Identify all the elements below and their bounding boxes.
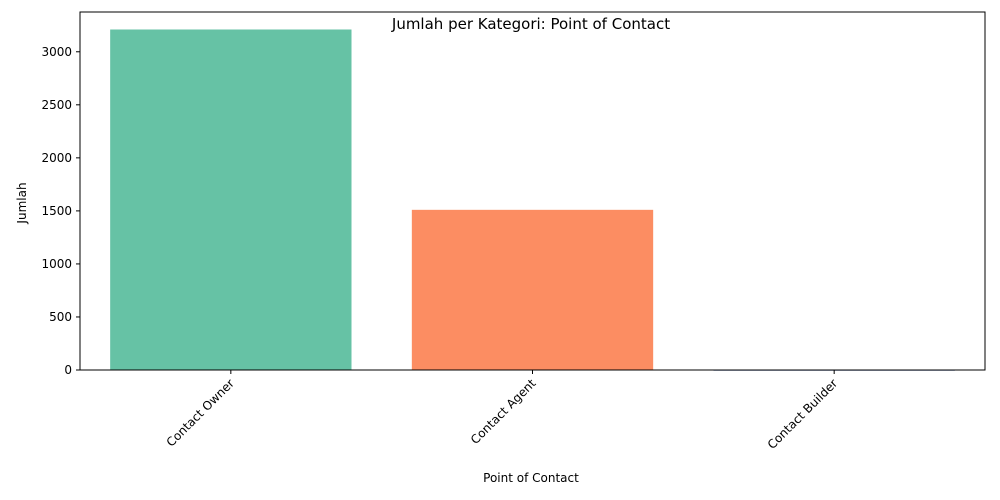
x-axis-label: Point of Contact <box>483 471 579 485</box>
plot-frame <box>79 11 986 371</box>
y-tick-label-2500: 2500 <box>41 98 72 112</box>
y-tick-label-500: 500 <box>49 310 72 324</box>
y-tick-label-0: 0 <box>64 363 72 377</box>
y-tick-label-1500: 1500 <box>41 204 72 218</box>
x-tick-label-contact-owner: Contact Owner <box>164 376 237 449</box>
y-axis-label: Jumlah <box>15 182 29 224</box>
x-tick-label-contact-builder: Contact Builder <box>765 376 841 452</box>
chart-title: Jumlah per Kategori: Point of Contact <box>391 15 670 33</box>
y-tick-label-2000: 2000 <box>41 151 72 165</box>
bar-contact-owner <box>110 29 352 370</box>
x-ticks-group: Contact Owner Contact Agent Contact Builde… <box>164 370 841 452</box>
x-tick-label-contact-agent: Contact Agent <box>468 376 539 447</box>
y-tick-label-3000: 3000 <box>41 45 72 59</box>
y-tick-label-1000: 1000 <box>41 257 72 271</box>
bar-contact-agent <box>411 209 654 370</box>
y-ticks-group: 0 500 1000 1500 2000 2500 3000 <box>41 45 80 377</box>
bars-group <box>110 29 955 371</box>
